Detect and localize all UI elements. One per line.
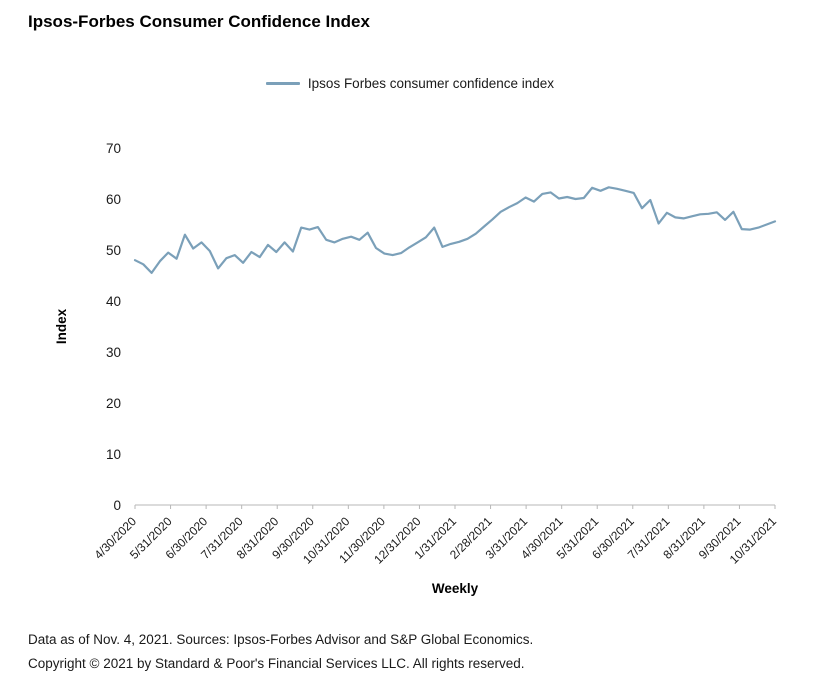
y-axis-tick-label: 50: [106, 243, 121, 258]
y-axis-tick-label: 70: [106, 141, 121, 156]
confidence-index-series-line: [133, 186, 777, 274]
y-axis-tick-label: 20: [106, 396, 121, 411]
chart-legend: Ipsos Forbes consumer confidence index: [0, 76, 820, 91]
x-axis-title: Weekly: [432, 581, 479, 596]
y-axis-title: Index: [54, 308, 69, 344]
y-axis-tick-label: 60: [106, 192, 121, 207]
source-footer: Data as of Nov. 4, 2021. Sources: Ipsos-…: [28, 628, 533, 676]
legend-line-swatch: [265, 82, 300, 85]
page-title: Ipsos-Forbes Consumer Confidence Index: [28, 12, 370, 31]
y-axis-tick-label: 10: [106, 447, 121, 462]
y-axis-tick-label: 0: [113, 498, 121, 513]
confidence-line-chart: 0102030405060704/30/20205/31/20206/30/20…: [54, 141, 779, 596]
footer-line-2: Copyright © 2021 by Standard & Poor's Fi…: [28, 656, 525, 671]
legend-label: Ipsos Forbes consumer confidence index: [307, 76, 555, 91]
y-axis-tick-label: 40: [106, 294, 121, 309]
y-axis-tick-label: 30: [106, 345, 121, 360]
chart-container: 0 10 20 30 40 50 60 70 4/30/2020 5/31/2020 6/30/20…: [20, 100, 800, 610]
footer-line-1: Data as of Nov. 4, 2021. Sources: Ipsos-…: [28, 632, 534, 647]
